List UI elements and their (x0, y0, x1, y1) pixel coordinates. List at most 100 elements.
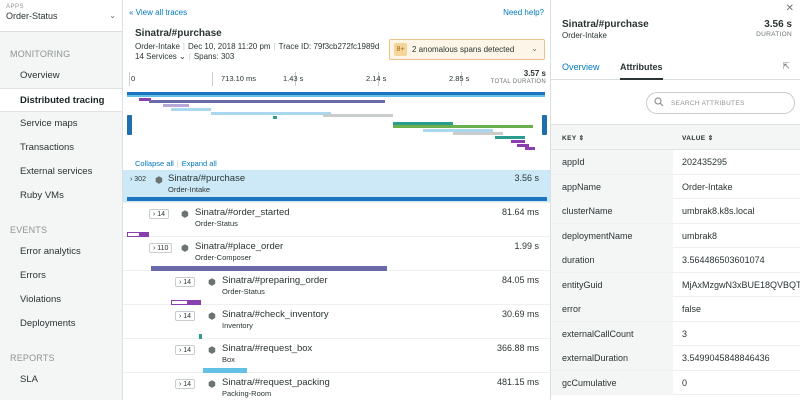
overview-bar (163, 104, 189, 107)
sidebar-item-error-analytics[interactable]: Error analytics (20, 246, 81, 257)
span-row[interactable]: › 302 ⬢ Sinatra/#purchase Order-Intake 3… (123, 170, 550, 203)
cube-icon: ⬢ (208, 311, 216, 321)
sidebar-item-transactions[interactable]: Transactions (20, 142, 75, 153)
span-count-badge[interactable]: › 14 (175, 379, 196, 389)
axis-tick: 0 (131, 74, 136, 83)
span-name: Sinatra/#order_started (195, 207, 290, 218)
span-duration: 30.69 ms (501, 309, 539, 319)
sidebar-item-deployments[interactable]: Deployments (20, 318, 76, 329)
sidebar-item-external-services[interactable]: External services (20, 166, 93, 177)
close-icon[interactable]: ✕ (785, 3, 794, 14)
table-row: error false (551, 297, 800, 322)
span-row[interactable]: › 14 ⬢ Sinatra/#order_started Order-Stat… (123, 204, 550, 237)
need-help-link[interactable]: Need help? (503, 8, 544, 17)
attr-value: Order-Intake (682, 181, 733, 192)
axis-tick: 713.10 ms (221, 74, 257, 83)
cube-icon: ⬢ (208, 345, 216, 355)
span-count-badge[interactable]: › 302 (130, 176, 146, 183)
expand-all-link[interactable]: Expand all (181, 159, 217, 168)
detail-title: Sinatra/#purchase (562, 19, 649, 30)
sidebar: APPS Order-Status ⌄ MONITORING Overview … (0, 0, 123, 400)
sort-icon: ⇕ (578, 135, 585, 142)
column-header-key[interactable]: KEY ⇕ (562, 135, 585, 142)
span-row[interactable]: › 14 ⬢ Sinatra/#request_box Box 366.88 m… (123, 340, 550, 373)
tab-attributes[interactable]: Attributes (620, 62, 663, 80)
attr-value: 202435295 (682, 157, 728, 167)
span-bar (139, 232, 149, 237)
table-row: externalCallCount 3 (551, 321, 800, 346)
section-monitoring: MONITORING (10, 49, 71, 59)
collapse-all-link[interactable]: Collapse all (135, 159, 174, 168)
span-service: Order-Status (222, 287, 265, 296)
attr-key: appId (551, 150, 673, 174)
column-header-value[interactable]: VALUE ⇕ (682, 135, 714, 142)
overview-bar (149, 100, 385, 103)
span-name: Sinatra/#purchase (168, 173, 246, 184)
span-count-badge[interactable]: › 14 (175, 277, 196, 287)
search-input[interactable] (671, 97, 789, 109)
sidebar-item-errors[interactable]: Errors (20, 270, 46, 281)
sidebar-item-service-maps[interactable]: Service maps (20, 118, 78, 129)
span-service: Order-Status (195, 219, 238, 228)
attr-value: MjAxMzgwN3xBUE18QVBQTE (682, 279, 800, 290)
services-dropdown[interactable]: 14 Services (135, 52, 177, 61)
span-count-badge[interactable]: › 14 (149, 209, 170, 219)
attr-key: gcCumulative (551, 370, 673, 395)
section-events: EVENTS (10, 225, 48, 235)
span-service: Box (222, 355, 235, 364)
sidebar-item-sla[interactable]: SLA (20, 374, 38, 385)
span-row[interactable]: › 14 ⬢ Sinatra/#request_packing Packing-… (123, 374, 550, 400)
attributes-table: KEY ⇕ VALUE ⇕ appId 202435295 appName Orde… (551, 124, 800, 395)
overview-bar (273, 116, 277, 119)
span-count-badge[interactable]: › 14 (175, 311, 196, 321)
span-row[interactable]: › 14 ⬢ Sinatra/#preparing_order Order-St… (123, 272, 550, 305)
overview-bar (423, 129, 493, 132)
sidebar-item-distributed-tracing[interactable]: Distributed tracing (0, 88, 122, 112)
overview-bar (139, 98, 151, 101)
trace-overview-minimap[interactable] (123, 88, 550, 150)
overview-bar (495, 136, 525, 139)
table-row: duration 3.564486503601074 (551, 248, 800, 273)
anomalous-spans-dropdown[interactable]: 8+ 2 anomalous spans detected ⌄ (389, 39, 545, 60)
tab-overview[interactable]: Overview (562, 62, 600, 72)
sidebar-item-violations[interactable]: Violations (20, 294, 62, 305)
attr-key: externalDuration (551, 346, 673, 370)
external-link-icon[interactable]: ⇱ (782, 61, 790, 71)
span-duration: 81.64 ms (501, 207, 539, 217)
sidebar-item-overview[interactable]: Overview (20, 70, 60, 81)
collapse-expand-controls: Collapse all | Expand all (135, 159, 217, 168)
span-name: Sinatra/#request_box (222, 343, 313, 354)
overview-bar (393, 122, 453, 125)
overview-bar (525, 147, 535, 150)
span-service: Packing-Room (222, 389, 272, 398)
overview-bar (323, 114, 393, 117)
span-service: Order-Composer (195, 253, 252, 262)
attr-value: 0 (682, 377, 688, 388)
app-selector[interactable]: APPS Order-Status ⌄ (0, 0, 122, 32)
table-row: externalDuration 3.5499045848846436 (551, 346, 800, 371)
span-count-badge[interactable]: › 110 (149, 243, 173, 253)
total-duration-label: TOTAL DURATION (490, 79, 546, 85)
span-service: Order-Intake (168, 185, 211, 194)
attr-value: 3.5499045848846436 (682, 353, 770, 363)
trace-panel: « View all traces Need help? Sinatra/#pu… (123, 0, 551, 400)
section-reports: REPORTS (10, 353, 55, 363)
span-name: Sinatra/#place_order (195, 241, 284, 252)
minimap-right-handle[interactable] (542, 115, 547, 135)
view-all-traces-link[interactable]: « View all traces (129, 8, 188, 17)
table-row: gcCumulative 0 (551, 370, 800, 395)
overview-bar (511, 140, 525, 143)
attr-value: 3 (682, 328, 688, 339)
sidebar-item-ruby-vms[interactable]: Ruby VMs (20, 190, 64, 201)
span-count-badge[interactable]: › 14 (175, 345, 196, 355)
trace-id: Trace ID: 79f3cb272fc1989d (278, 42, 380, 51)
span-bar (199, 334, 202, 339)
cube-icon: ⬢ (208, 277, 216, 287)
search-attributes-field[interactable] (646, 92, 795, 114)
minimap-left-handle[interactable] (127, 115, 132, 135)
chevron-down-icon: ⌄ (531, 44, 538, 53)
overview-bar (453, 132, 503, 135)
span-bar (203, 368, 247, 373)
span-row[interactable]: › 110 ⬢ Sinatra/#place_order Order-Compo… (123, 238, 550, 271)
span-row[interactable]: › 14 ⬢ Sinatra/#check_inventory Inventor… (123, 306, 550, 339)
